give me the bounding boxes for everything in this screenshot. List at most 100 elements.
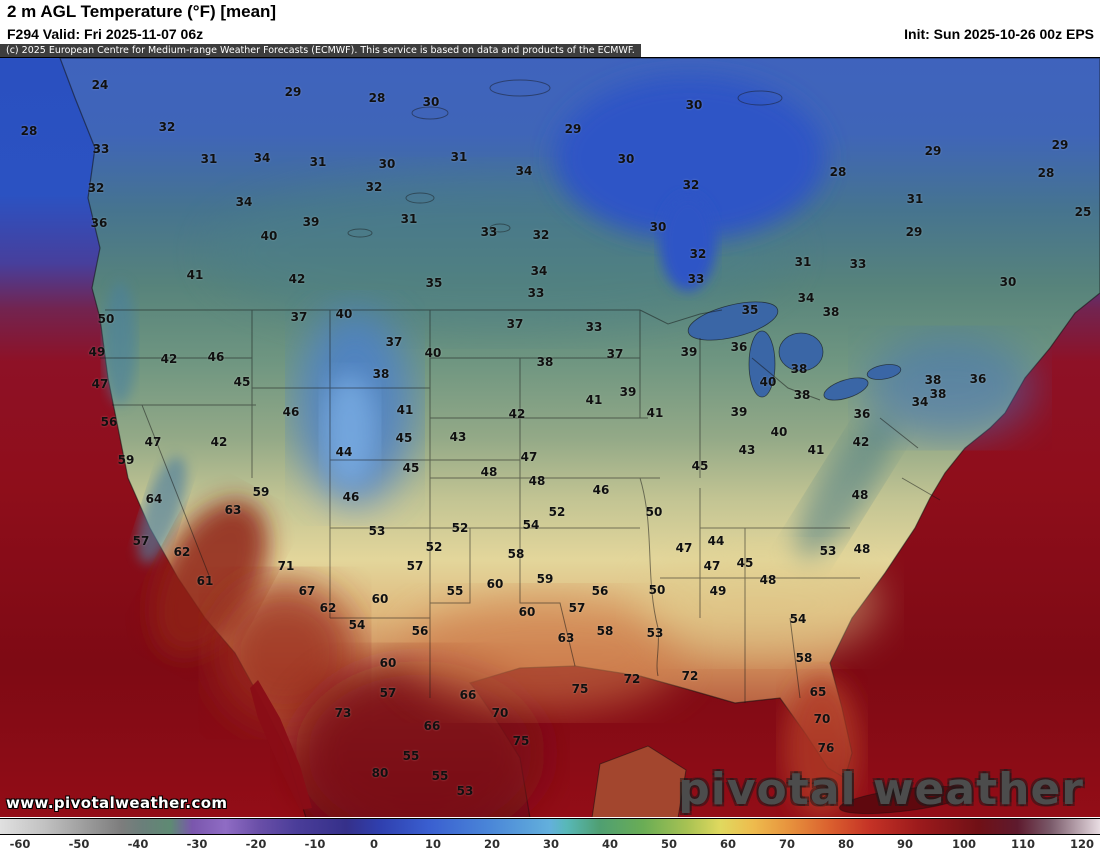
temp-label: 41 (396, 403, 414, 417)
great-lakes (687, 301, 902, 401)
temp-label: 33 (585, 320, 603, 334)
temp-label: 43 (738, 443, 756, 457)
temp-label: 33 (480, 225, 498, 239)
temp-label: 34 (530, 264, 548, 278)
temp-label: 63 (557, 631, 575, 645)
header: 2 m AGL Temperature (°F) [mean] F294 Val… (0, 0, 1100, 57)
map-canvas-svg (0, 58, 1100, 817)
temp-label: 28 (829, 165, 847, 179)
temp-label: 45 (395, 431, 413, 445)
temp-label: 46 (207, 350, 225, 364)
temp-label: 76 (817, 741, 835, 755)
colorbar-tick-label: -40 (127, 837, 149, 851)
temp-label: 58 (795, 651, 813, 665)
temp-label: 33 (849, 257, 867, 271)
temp-label: 66 (459, 688, 477, 702)
temp-label: 49 (709, 584, 727, 598)
temp-label: 53 (646, 626, 664, 640)
temp-label: 46 (282, 405, 300, 419)
temp-label: 45 (233, 375, 251, 389)
temp-label: 32 (365, 180, 383, 194)
temp-label: 52 (451, 521, 469, 535)
temp-label: 34 (253, 151, 271, 165)
temp-label: 48 (759, 573, 777, 587)
temp-label: 31 (906, 192, 924, 206)
colorbar-tick-label: 90 (896, 837, 914, 851)
temp-label: 70 (491, 706, 509, 720)
temp-label: 48 (853, 542, 871, 556)
temp-label: 48 (528, 474, 546, 488)
colorbar-tick-label: 60 (719, 837, 737, 851)
colorbar-tick-label: -50 (68, 837, 90, 851)
temp-label: 62 (319, 601, 337, 615)
colorbar-tick-label: 40 (601, 837, 619, 851)
temp-label: 70 (813, 712, 831, 726)
temp-label: 38 (790, 362, 808, 376)
colorbar-tick-row: -60 -50 -40 -30 -20 -10 0 10 20 30 40 50 60 70 80 90 100… (0, 837, 1100, 851)
temp-label-layer: 24 29 28 30 30 28 32 33 31 34 31 30 31 34 29 30 29 29 32 34… (0, 58, 1100, 817)
temp-label: 28 (368, 91, 386, 105)
temp-label: 32 (532, 228, 550, 242)
temp-label: 60 (486, 577, 504, 591)
temp-label: 56 (100, 415, 118, 429)
temp-label: 63 (224, 503, 242, 517)
temp-label: 54 (789, 612, 807, 626)
valid-time: F294 Valid: Fri 2025-11-07 06z (7, 26, 204, 42)
temp-label: 36 (90, 216, 108, 230)
temp-label: 55 (402, 749, 420, 763)
temp-label: 43 (449, 430, 467, 444)
temp-label: 35 (425, 276, 443, 290)
temp-label: 44 (707, 534, 725, 548)
temp-label: 44 (335, 445, 353, 459)
temp-label: 42 (852, 435, 870, 449)
temp-label: 66 (423, 719, 441, 733)
temp-label: 41 (585, 393, 603, 407)
temp-label: 41 (186, 268, 204, 282)
temp-label: 73 (334, 706, 352, 720)
temp-label: 47 (91, 377, 109, 391)
temp-label: 29 (1051, 138, 1069, 152)
temp-label: 42 (288, 272, 306, 286)
temp-label: 65 (809, 685, 827, 699)
temp-label: 30 (685, 98, 703, 112)
cuba (838, 785, 972, 815)
temp-label: 28 (20, 124, 38, 138)
temp-label: 57 (568, 601, 586, 615)
temp-label: 49 (88, 345, 106, 359)
temp-label: 52 (425, 540, 443, 554)
temp-label: 75 (571, 682, 589, 696)
temp-label: 33 (92, 142, 110, 156)
temp-label: 57 (379, 686, 397, 700)
temp-label: 60 (371, 592, 389, 606)
temp-label: 47 (520, 450, 538, 464)
temp-label: 30 (422, 95, 440, 109)
temp-label: 54 (348, 618, 366, 632)
temp-label: 32 (87, 181, 105, 195)
colorbar-tick-label: 80 (837, 837, 855, 851)
temp-label: 72 (623, 672, 641, 686)
temp-label: 53 (368, 524, 386, 538)
colorbar-gradient (0, 818, 1100, 835)
temp-label: 42 (160, 352, 178, 366)
temp-label: 72 (681, 669, 699, 683)
temp-label: 40 (759, 375, 777, 389)
temp-label: 45 (402, 461, 420, 475)
colorbar-tick-label: 100 (951, 837, 977, 851)
weather-map[interactable]: 24 29 28 30 30 28 32 33 31 34 31 30 31 34 29 30 29 29 32 34… (0, 57, 1100, 817)
temp-label: 38 (536, 355, 554, 369)
temp-label: 37 (506, 317, 524, 331)
temp-label: 46 (342, 490, 360, 504)
lake-and-island-outlines (347, 79, 783, 238)
temp-label: 31 (450, 150, 468, 164)
temp-label: 37 (385, 335, 403, 349)
temp-label: 25 (1074, 205, 1092, 219)
temp-label: 75 (512, 734, 530, 748)
temp-label: 37 (606, 347, 624, 361)
colorbar-tick-label: -10 (304, 837, 326, 851)
temp-label: 59 (536, 572, 554, 586)
temp-label: 71 (277, 559, 295, 573)
temp-label: 34 (911, 395, 929, 409)
temp-label: 31 (400, 212, 418, 226)
temp-label: 40 (335, 307, 353, 321)
temp-label: 39 (680, 345, 698, 359)
